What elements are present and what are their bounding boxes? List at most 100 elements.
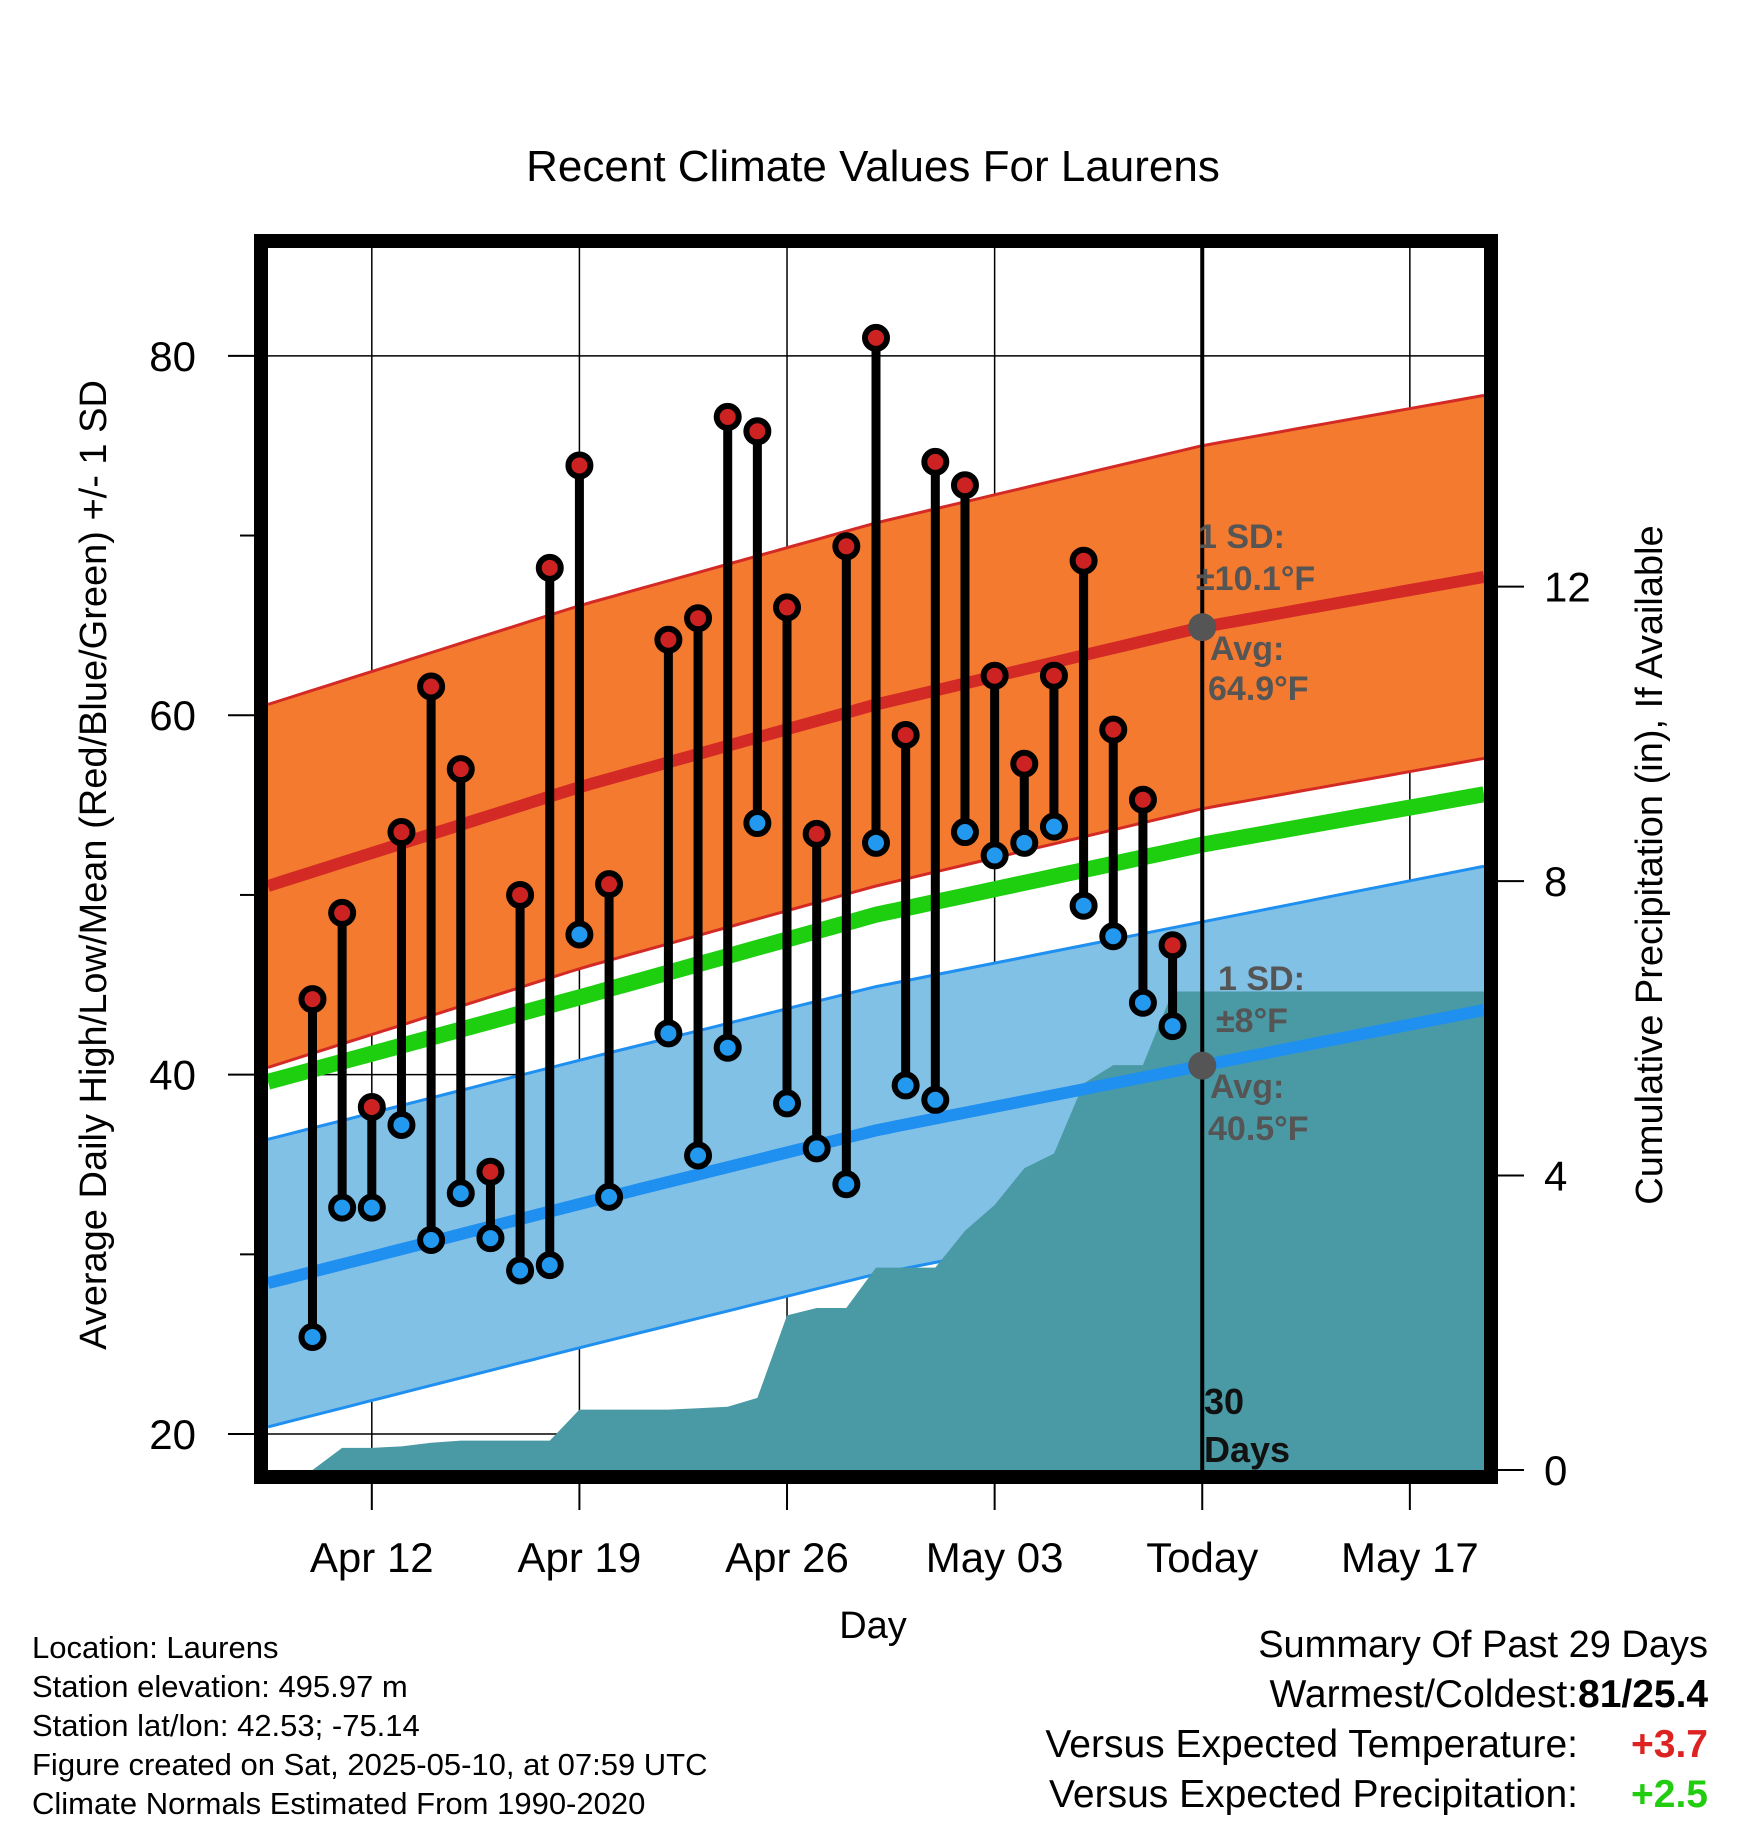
x-tick-label: May 17 xyxy=(1341,1534,1479,1581)
daily-low-point xyxy=(862,828,890,857)
x-tick-label: May 03 xyxy=(926,1534,1064,1581)
warm-cold-value: 81/25.4 xyxy=(1578,1673,1709,1716)
precipitation-area xyxy=(312,991,1484,1470)
daily-low-point xyxy=(832,1170,861,1199)
daily-low-point xyxy=(891,1071,920,1100)
daily-high-point xyxy=(862,323,890,352)
daily-low-point xyxy=(535,1251,564,1280)
chart-title: Recent Climate Values For Laurens xyxy=(526,142,1220,191)
high-sd-label: 1 SD: xyxy=(1198,518,1285,556)
days-word: Days xyxy=(1204,1429,1290,1470)
daily-high-point xyxy=(950,471,979,500)
daily-low-point xyxy=(713,1033,742,1062)
daily-high-point xyxy=(713,402,742,431)
station-info: Location: Laurens Station elevation: 495… xyxy=(32,1628,708,1823)
daily-low-point xyxy=(1158,1012,1187,1041)
daily-low-point xyxy=(446,1179,475,1208)
daily-low-point xyxy=(387,1110,416,1139)
daily-low-point xyxy=(1128,988,1157,1017)
low-sd-label: 1 SD: xyxy=(1218,960,1305,998)
created-text: Figure created on Sat, 2025-05-10, at 07… xyxy=(32,1747,708,1782)
y2-tick-label: 8 xyxy=(1544,858,1567,905)
precip-delta-label: Versus Expected Precipitation: xyxy=(1049,1773,1578,1816)
y-tick-label: 60 xyxy=(149,692,196,739)
avg-high-marker xyxy=(1188,613,1217,642)
daily-high-point xyxy=(298,985,327,1014)
summary-panel: Summary Of Past 29 Days Warmest/Coldest:… xyxy=(1045,1620,1708,1820)
daily-low-point xyxy=(298,1323,327,1352)
daily-high-point xyxy=(535,553,564,582)
x-tick-label: Today xyxy=(1146,1534,1258,1581)
daily-high-point xyxy=(357,1092,386,1121)
high-avg-label: Avg: xyxy=(1210,630,1284,668)
x-tick-label: Apr 26 xyxy=(725,1534,849,1581)
normal-mean-line xyxy=(268,786,1484,1090)
y2-tick-label: 12 xyxy=(1544,564,1591,611)
daily-low-point xyxy=(802,1134,831,1163)
daily-high-point xyxy=(802,819,831,848)
daily-high-point xyxy=(506,880,535,909)
x-axis-label: Day xyxy=(839,1605,907,1647)
x-tick-label: Apr 19 xyxy=(518,1534,642,1581)
daily-low-point xyxy=(565,920,594,949)
daily-high-point xyxy=(1128,785,1157,814)
daily-low-point xyxy=(1099,922,1128,951)
avg-low-marker xyxy=(1188,1051,1217,1080)
latlon-text: Station lat/lon: 42.53; -75.14 xyxy=(32,1708,420,1743)
daily-low-point xyxy=(328,1193,357,1222)
daily-high-point xyxy=(476,1157,505,1186)
daily-high-point xyxy=(832,532,861,561)
x-tick-label: Apr 12 xyxy=(310,1534,434,1581)
y2-axis-label: Cumulative Precipitation (in), If Availa… xyxy=(1629,525,1671,1204)
daily-high-point xyxy=(1099,715,1128,744)
y-tick-label: 20 xyxy=(149,1411,196,1458)
daily-low-point xyxy=(773,1089,802,1118)
elevation-text: Station elevation: 495.97 m xyxy=(32,1669,408,1704)
daily-low-point xyxy=(980,841,1009,870)
high-sd-band-lower-edge xyxy=(268,756,1484,1069)
daily-low-point xyxy=(684,1141,713,1170)
daily-low-point xyxy=(743,809,772,838)
daily-low-point xyxy=(476,1224,505,1253)
daily-low-point xyxy=(654,1019,683,1048)
y-axis-left: 20 40 60 80 xyxy=(149,333,254,1458)
normal-low-line xyxy=(268,1004,1484,1289)
daily-high-point xyxy=(921,447,950,476)
plot-frame xyxy=(254,234,1498,1484)
precipitation-fill xyxy=(312,991,1484,1470)
daily-low-point xyxy=(1010,828,1039,857)
y-axis-right: 0 4 8 12 xyxy=(1498,564,1591,1494)
normal-annotations: 1 SD: ±10.1°F Avg: 64.9°F 1 SD: ±8°F Avg… xyxy=(1188,518,1315,1470)
daily-low-point xyxy=(1039,812,1068,841)
daily-low-point xyxy=(506,1256,535,1285)
daily-high-point xyxy=(654,625,683,654)
warm-cold-label: Warmest/Coldest: xyxy=(1269,1673,1578,1716)
y-tick-label: 80 xyxy=(149,333,196,380)
daily-high-point xyxy=(980,661,1009,690)
low-avg-label: Avg: xyxy=(1210,1068,1284,1106)
high-avg-value: 64.9°F xyxy=(1208,670,1309,708)
precip-delta-value: +2.5 xyxy=(1631,1773,1708,1816)
y2-tick-label: 4 xyxy=(1544,1153,1567,1200)
summary-heading: Summary Of Past 29 Days xyxy=(1258,1624,1708,1666)
daily-low-point xyxy=(950,818,979,847)
daily-range-bars xyxy=(298,323,1187,1352)
days-number: 30 xyxy=(1204,1381,1244,1422)
x-axis: Apr 12 Apr 19 Apr 26 May 03 Today May 17 xyxy=(310,1484,1479,1581)
y2-tick-label: 0 xyxy=(1544,1447,1567,1494)
high-sd-value: ±10.1°F xyxy=(1196,560,1315,598)
location-text: Location: Laurens xyxy=(32,1630,279,1665)
daily-high-point xyxy=(328,898,357,927)
daily-low-point xyxy=(921,1085,950,1114)
normals-text: Climate Normals Estimated From 1990-2020 xyxy=(32,1786,646,1821)
daily-high-point xyxy=(595,870,624,899)
daily-high-point xyxy=(684,604,713,633)
temp-delta-label: Versus Expected Temperature: xyxy=(1045,1723,1578,1766)
daily-high-point xyxy=(387,818,416,847)
daily-low-point xyxy=(357,1193,386,1222)
y-tick-label: 40 xyxy=(149,1052,196,1099)
low-sd-band-upper-edge xyxy=(268,864,1484,1141)
daily-high-point xyxy=(773,593,802,622)
y-axis-label: Average Daily High/Low/Mean (Red/Blue/Gr… xyxy=(73,380,115,1350)
